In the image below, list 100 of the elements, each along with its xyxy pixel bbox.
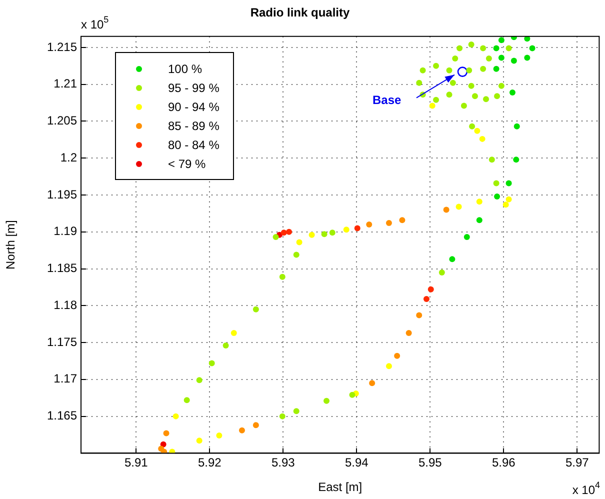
point — [321, 231, 328, 238]
point — [457, 66, 468, 77]
point — [469, 123, 476, 130]
legend-label: 100 % — [168, 62, 202, 76]
point — [494, 193, 500, 200]
point — [493, 66, 500, 72]
annotation: Base — [372, 92, 402, 107]
point — [480, 66, 486, 72]
y-tick-label: 1.175 — [46, 334, 78, 349]
y-tick-label: 1.19 — [54, 224, 78, 238]
chart-title: Radio link quality — [250, 6, 350, 20]
point — [474, 128, 480, 134]
point — [279, 274, 286, 280]
point — [443, 206, 450, 213]
point — [498, 82, 504, 89]
x-tick-label: 5.95 — [418, 456, 442, 470]
y-tick-label: 1.17 — [54, 372, 78, 386]
point — [468, 82, 474, 89]
point — [196, 438, 202, 444]
point — [420, 67, 426, 74]
point — [208, 360, 215, 366]
y-tick-label: 1.21 — [54, 76, 78, 91]
point — [456, 204, 462, 210]
point — [394, 352, 400, 359]
point — [386, 363, 392, 370]
y-tick-label: 1.195 — [46, 187, 78, 202]
x-axis-title: East [m] — [318, 480, 362, 494]
legend-label: 95 - 99 % — [168, 80, 220, 95]
y-axis-title: North [m] — [4, 220, 18, 270]
point — [479, 136, 486, 142]
point — [222, 342, 229, 348]
point — [506, 45, 512, 52]
point — [196, 377, 202, 384]
point — [184, 397, 190, 404]
point — [329, 230, 336, 236]
point — [509, 89, 516, 96]
point — [476, 217, 482, 224]
point — [366, 222, 372, 228]
y-tick-label: 1.2 — [60, 150, 78, 164]
point — [498, 37, 504, 44]
point — [216, 432, 222, 438]
point — [466, 67, 472, 74]
point — [429, 102, 436, 109]
point — [238, 427, 245, 434]
point — [438, 269, 445, 276]
y-tick-label: 1.215 — [46, 40, 78, 54]
point — [488, 156, 495, 163]
point — [399, 217, 406, 224]
point — [486, 56, 492, 62]
point — [428, 286, 434, 292]
point — [369, 380, 376, 386]
point — [296, 239, 302, 246]
x-tick-label: 5.96 — [492, 456, 516, 470]
point — [513, 156, 520, 163]
point — [446, 67, 452, 74]
point — [293, 408, 300, 414]
point — [349, 392, 356, 398]
y-tick-label: 1.18 — [54, 298, 78, 312]
point — [494, 93, 500, 100]
point — [514, 123, 520, 130]
point — [252, 422, 259, 428]
point — [406, 330, 412, 336]
point — [279, 413, 286, 420]
point — [433, 96, 440, 103]
point — [464, 234, 470, 240]
x-tick-label: 5.91 — [124, 456, 148, 470]
point — [286, 228, 292, 235]
point — [510, 58, 517, 64]
point — [493, 180, 500, 186]
point — [456, 45, 463, 52]
legend-label: 90 - 94 % — [168, 100, 220, 114]
point — [324, 398, 330, 404]
point — [354, 225, 360, 232]
point — [524, 54, 530, 61]
point — [460, 102, 467, 109]
point — [524, 36, 530, 42]
y-tick-label: 1.185 — [46, 261, 78, 276]
x-tick-label: 5.93 — [271, 456, 296, 470]
point — [252, 306, 259, 312]
point — [498, 54, 504, 61]
point — [433, 62, 440, 69]
point — [343, 226, 350, 233]
point — [163, 430, 170, 436]
legend-label: 80 - 84 % — [168, 138, 220, 152]
point — [449, 256, 456, 262]
point — [450, 80, 456, 86]
point — [506, 196, 512, 202]
point — [452, 56, 458, 62]
point — [293, 252, 300, 258]
y-tick-label: 1.165 — [46, 408, 78, 423]
point — [472, 93, 478, 100]
x-tick-label: 5.94 — [344, 456, 369, 470]
point — [280, 230, 287, 236]
point — [506, 180, 512, 186]
point — [416, 80, 422, 86]
point — [502, 202, 509, 208]
x-tick-label: 5.92 — [198, 456, 222, 470]
point — [480, 45, 486, 52]
point — [416, 312, 422, 318]
x-tick-label: 5.97 — [565, 456, 590, 470]
